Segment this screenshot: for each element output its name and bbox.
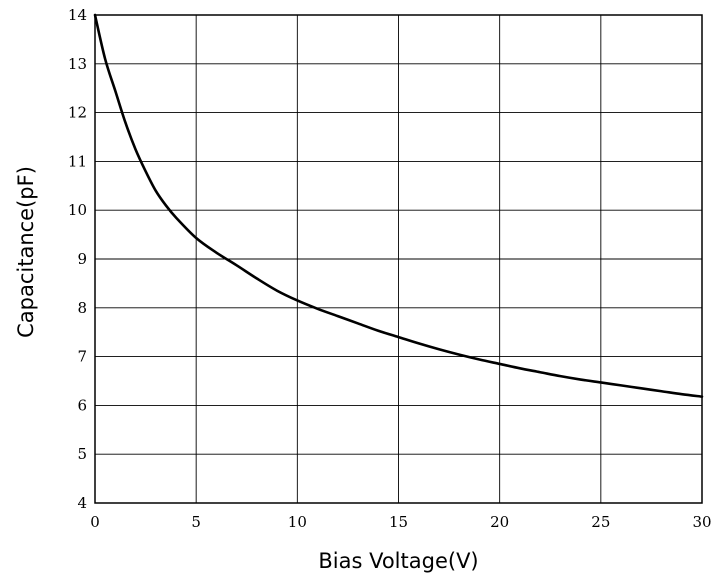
y-tick-label: 11 xyxy=(68,152,87,170)
y-tick-label: 14 xyxy=(68,6,87,24)
x-tick-label: 5 xyxy=(191,513,201,531)
y-tick-label: 6 xyxy=(77,396,87,414)
plot-frame xyxy=(94,14,703,504)
y-tick-label: 13 xyxy=(68,55,87,73)
y-tick-label: 10 xyxy=(68,201,87,219)
series-layer xyxy=(93,13,704,398)
capacitance-curve xyxy=(93,13,704,398)
y-tick-label: 5 xyxy=(77,445,87,463)
x-tick-label: 30 xyxy=(692,513,711,531)
y-tick-label: 9 xyxy=(77,250,87,268)
x-axis-title: Bias Voltage(V) xyxy=(318,549,478,573)
x-tick-label: 25 xyxy=(591,513,610,531)
y-tick-label: 8 xyxy=(77,299,87,317)
x-tick-label: 20 xyxy=(490,513,509,531)
y-axis-title: Capacitance(pF) xyxy=(14,166,38,338)
x-tick-label: 0 xyxy=(90,513,100,531)
y-tick-label: 7 xyxy=(77,348,87,366)
x-tick-label: 10 xyxy=(288,513,307,531)
x-tick-label: 15 xyxy=(389,513,408,531)
tick-labels: 0 5 10 15 20 25 30 4 5 6 7 8 9 10 11 12 13 14 xyxy=(68,6,712,531)
y-tick-label: 12 xyxy=(68,104,87,122)
y-tick-label: 4 xyxy=(77,494,87,512)
